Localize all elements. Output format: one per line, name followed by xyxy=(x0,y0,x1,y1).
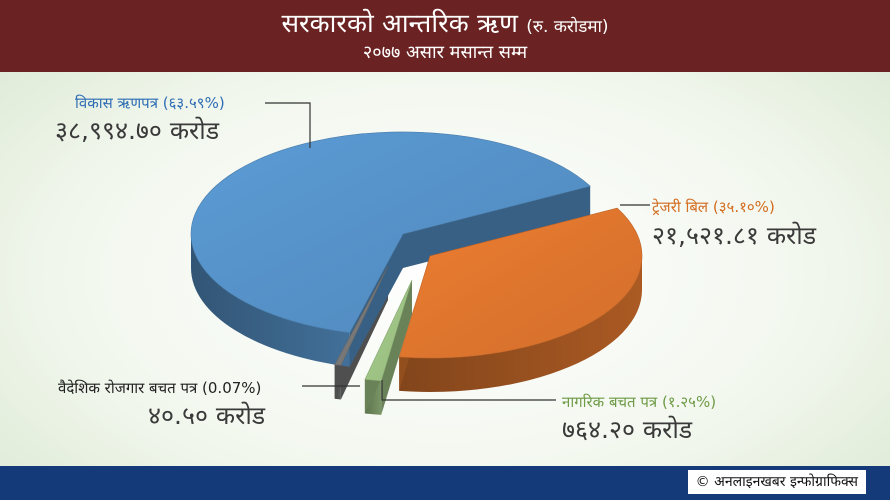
chart-title-unit: (रु. करोडमा) xyxy=(526,17,609,37)
slice-side-tb xyxy=(399,256,642,392)
slice-tb xyxy=(398,207,643,359)
slice-face-dev-1 xyxy=(403,186,591,268)
leader-line-cs xyxy=(381,380,556,401)
chart-subtitle: २०७७ असार मसान्त सम्म xyxy=(362,42,528,63)
slice-face-dev-0 xyxy=(349,234,403,367)
slice-label-value-fe: ४०.५० करोड xyxy=(148,401,266,430)
slice-label-name-dev: विकास ऋणपत्र (६३.५९%) xyxy=(75,94,225,112)
slice-dev xyxy=(190,131,591,334)
pie-tops xyxy=(190,131,643,382)
slice-label-name-fe: वैदेशिक रोजगार बचत पत्र (0.07%) xyxy=(58,379,262,397)
header-bar: सरकारको आन्तरिक ऋण (रु. करोडमा) २०७७ असा… xyxy=(0,0,890,72)
slice-label-value-tb: २१,५२१.८१ करोड xyxy=(652,221,817,250)
chart-title-text: सरकारको आन्तरिक ऋण xyxy=(281,9,518,39)
slice-side-dev xyxy=(191,234,350,367)
slice-label-name-tb: ट्रेजरी बिल (३५.१०%) xyxy=(652,198,775,216)
slice-label-value-dev: ३८,९९४.७० करोड xyxy=(55,116,220,145)
slice-fe xyxy=(334,265,389,366)
leader-lines xyxy=(265,102,650,401)
slice-label-value-cs: ७६४.२० करोड xyxy=(562,415,693,444)
footer-credit: © अनलाइनखबर इन्फोग्राफिक्स xyxy=(687,470,866,494)
slice-label-name-cs: नागरिक बचत पत्र (१.२५%) xyxy=(562,393,717,411)
slice-cs xyxy=(364,279,413,382)
chart-title: सरकारको आन्तरिक ऋण (रु. करोडमा) xyxy=(0,0,890,42)
leader-line-dev xyxy=(265,102,311,148)
